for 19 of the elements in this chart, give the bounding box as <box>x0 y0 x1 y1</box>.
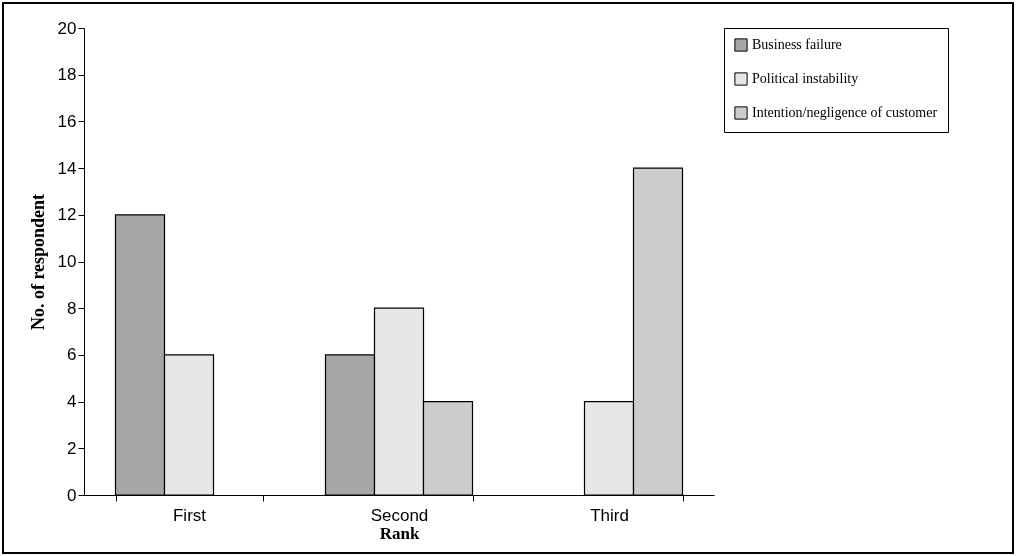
x-tick-label: First <box>172 505 207 525</box>
y-tick-label: 2 <box>67 438 77 458</box>
y-tick-label: 14 <box>57 158 77 178</box>
x-tick-label: Second <box>370 505 429 525</box>
y-tick-label: 4 <box>67 392 77 412</box>
y-tick-label: 18 <box>57 65 77 85</box>
y-tick-label: 8 <box>67 298 77 318</box>
x-tick-label: Third <box>590 505 629 525</box>
y-tick-label: 20 <box>57 18 77 38</box>
legend-label: Business failure <box>752 37 842 52</box>
y-tick-label: 16 <box>57 111 77 131</box>
y-tick-label: 10 <box>57 252 77 271</box>
y-tick-label: 0 <box>67 485 77 505</box>
legend-label: Intention/negligence of customer <box>752 105 938 120</box>
legend-label: Political instability <box>752 71 859 86</box>
y-tick-label: 12 <box>57 205 77 225</box>
x-axis-title: Rank <box>379 523 420 543</box>
y-tick-label: 6 <box>67 345 77 365</box>
y-axis-title: No. of respondent <box>27 193 48 331</box>
